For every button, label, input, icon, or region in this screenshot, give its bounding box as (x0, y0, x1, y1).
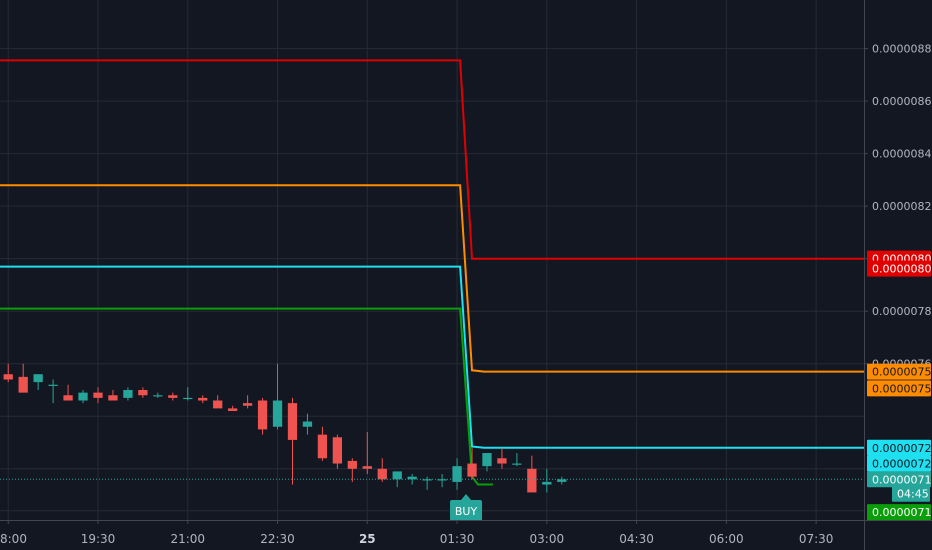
candle-body (542, 481, 552, 485)
x-tick-label: 22:30 (260, 532, 295, 546)
candle-body (257, 400, 268, 430)
price-tag-label: 0.00000800 (872, 263, 932, 276)
candle-body (347, 460, 357, 469)
candlesticks (3, 363, 567, 493)
candle-body (138, 390, 148, 396)
y-tick-label: 0.00000860 (872, 95, 932, 108)
y-tick-label: 0.00000820 (872, 200, 932, 213)
candle-body (392, 471, 402, 480)
candle-body (437, 479, 447, 481)
y-tick-label: 0.00000840 (872, 148, 932, 161)
candle-body (512, 463, 522, 465)
buy-signal-box (450, 500, 483, 522)
candle-body (33, 374, 43, 383)
candle-body (287, 403, 298, 440)
price-tag-label: 0.00000757 (872, 366, 932, 379)
price-tag (867, 380, 931, 397)
candle-body (482, 453, 492, 467)
buy-signal-label: BUY (455, 505, 478, 518)
candle-body (63, 395, 73, 401)
y-tick-label: 0.00000780 (872, 305, 932, 318)
candle-body (153, 395, 163, 397)
candle-body (467, 463, 477, 477)
price-tag (867, 260, 931, 277)
candle-body (213, 400, 223, 409)
candle-body (362, 466, 372, 469)
candle-body (3, 374, 13, 380)
x-tick-label: 8:00 (0, 532, 27, 546)
candle-body (48, 384, 58, 386)
x-tick-label: 06:00 (709, 532, 744, 546)
candle-body (242, 403, 253, 406)
signal-markers: BUY (450, 494, 483, 522)
candle-body (78, 392, 88, 401)
time-axis-bg (0, 520, 932, 550)
candle-body (93, 392, 103, 398)
price-tag-label: 04:45 (897, 488, 929, 501)
x-tick-label: 25 (359, 532, 376, 546)
price-tag-label: 0.00000728 (872, 442, 932, 455)
price-tag (867, 455, 931, 472)
candle-body (272, 400, 283, 427)
x-tick-label: 07:30 (799, 532, 834, 546)
candle-body (302, 421, 313, 427)
candle-body (317, 434, 328, 459)
candle-body (123, 390, 133, 398)
candle-body (407, 476, 417, 480)
price-tag (867, 439, 931, 456)
candle-body (168, 395, 178, 398)
x-tick-label: 04:30 (619, 532, 654, 546)
candle-body (108, 395, 118, 401)
candle-body (377, 468, 387, 480)
grid (0, 0, 864, 520)
price-tag (867, 471, 931, 488)
candle-body (557, 479, 567, 482)
price-tag-label: 0.00000716 (872, 473, 932, 486)
candle-body (422, 479, 432, 481)
price-tag (892, 485, 930, 502)
candle-body (527, 468, 537, 493)
candle-body (18, 376, 28, 393)
candle-body (332, 437, 343, 464)
buy-signal-arrow (461, 494, 472, 500)
price-tag (867, 363, 931, 380)
candle-body (452, 466, 462, 482)
indicator-line-0 (0, 59, 864, 260)
price-tag-label: 0.00000757 (872, 382, 932, 395)
x-tick-label: 19:30 (81, 532, 116, 546)
price-tag-label: 0.00000714 (872, 506, 932, 519)
price-tag-label: 0.00000728 (872, 458, 932, 471)
price-tag (867, 504, 931, 521)
candle-body (497, 458, 507, 464)
price-tags: 0.000008000.000008000.000007570.00000757… (867, 250, 932, 521)
candle-body (183, 397, 193, 400)
candle-body (198, 397, 208, 401)
y-tick-label: 0.00000880 (872, 43, 932, 56)
x-tick-label: 03:00 (530, 532, 565, 546)
candle-body (228, 408, 238, 412)
x-tick-label: 21:00 (170, 532, 205, 546)
x-tick-label: 01:30 (440, 532, 475, 546)
indicator-line-2 (0, 265, 864, 449)
indicator-line-1 (0, 184, 864, 373)
